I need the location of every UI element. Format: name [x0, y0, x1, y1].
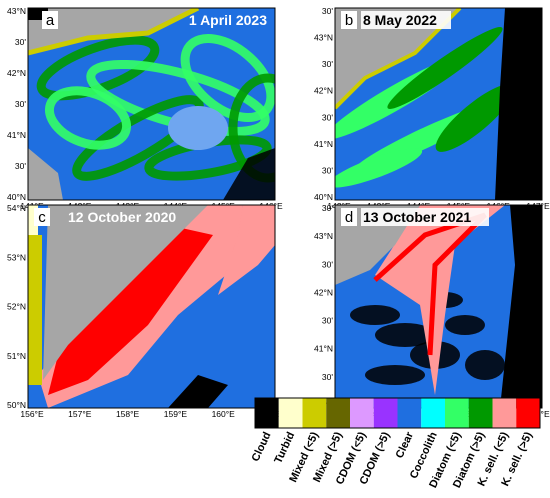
cloud	[375, 323, 435, 347]
cloud	[445, 315, 485, 335]
panel-letter-box	[42, 11, 58, 29]
map-frame	[27, 204, 276, 409]
map-frame	[334, 7, 543, 201]
legend-label: Clear	[394, 430, 417, 461]
panel-date: 13 October 2021	[363, 209, 471, 225]
cloud	[465, 350, 505, 380]
cloud	[28, 205, 38, 235]
clear-eddy	[168, 106, 228, 150]
panel-letter-box	[341, 11, 357, 29]
latitude-label: 30'	[322, 316, 333, 326]
coast	[28, 8, 200, 56]
panel-letter: b	[345, 12, 353, 29]
land	[335, 8, 460, 108]
longitude-label: 156°E	[20, 409, 44, 419]
latitude-label: 30'	[322, 259, 333, 269]
panel-letter-box	[341, 208, 357, 226]
panel-letter: a	[46, 12, 55, 29]
cloud	[350, 305, 400, 325]
bloom	[44, 86, 132, 150]
bloom	[335, 148, 423, 188]
latitude-label: 52°N	[7, 302, 26, 312]
cloud	[500, 205, 542, 408]
map-frame	[27, 7, 276, 201]
latitude-label: 43°N	[7, 6, 26, 16]
coast	[28, 235, 42, 385]
legend-swatch	[516, 398, 540, 428]
latitude-label: 51°N	[7, 351, 26, 361]
panel-letter-box	[34, 208, 50, 226]
latitude-label: 42°N	[7, 68, 26, 78]
bloom	[36, 35, 160, 101]
latitude-label: 30'	[322, 112, 333, 122]
latitude-label: 40°N	[314, 192, 333, 202]
latitude-label: 41°N	[314, 344, 333, 354]
latitude-label: 42°N	[314, 86, 333, 96]
legend-swatch	[373, 398, 398, 428]
date-box	[361, 208, 489, 226]
coast	[335, 8, 462, 110]
legend-swatch	[302, 398, 327, 428]
map-panel	[335, 8, 542, 200]
bloom	[218, 205, 275, 295]
panel-letter: d	[345, 209, 353, 226]
land	[43, 205, 208, 380]
latitude-label: 53°N	[7, 252, 26, 262]
legend-label: Turbid	[272, 430, 297, 465]
cloud	[223, 148, 275, 200]
latitude-label: 43°N	[314, 231, 333, 241]
latitude-label: 54°N	[7, 203, 26, 213]
latitude-label: 41°N	[314, 139, 333, 149]
latitude-label: 30'	[322, 372, 333, 382]
legend-label: Cloud	[250, 430, 274, 463]
latitude-label: 30'	[322, 203, 333, 213]
latitude-label: 30'	[15, 37, 26, 47]
cloud	[168, 375, 228, 408]
date-box	[361, 11, 451, 29]
map-panel	[28, 205, 275, 408]
longitude-label: 160°E	[212, 409, 236, 419]
bloom	[387, 27, 503, 109]
map-panel	[335, 205, 542, 408]
bloom	[48, 225, 213, 395]
legend-swatch	[350, 398, 374, 428]
land	[28, 148, 63, 200]
longitude-label: 159°E	[164, 409, 188, 419]
legend-frame	[254, 397, 541, 429]
latitude-label: 30'	[322, 59, 333, 69]
latitude-label: 30'	[15, 161, 26, 171]
legend-swatch	[468, 398, 493, 428]
latitude-label: 41°N	[7, 130, 26, 140]
latitude-label: 43°N	[314, 33, 333, 43]
latitude-label: 30'	[15, 99, 26, 109]
panel-date: 1 April 2023	[189, 12, 267, 28]
legend-swatch	[445, 398, 469, 428]
panel-date: 12 October 2020	[68, 209, 176, 225]
legend-swatch	[421, 398, 445, 428]
legend-swatch	[255, 398, 279, 428]
latitude-label: 50°N	[7, 400, 26, 410]
panel-date: 8 May 2022	[363, 12, 437, 28]
legend-swatch	[278, 398, 303, 428]
latitude-label: 30'	[322, 6, 333, 16]
legend-swatch	[492, 398, 517, 428]
map-panel	[28, 8, 275, 200]
panel-letter: c	[38, 209, 46, 226]
latitude-label: 42°N	[314, 287, 333, 297]
legend-swatch	[326, 398, 350, 428]
latitude-label: 40°N	[7, 192, 26, 202]
cloud	[495, 8, 542, 200]
latitude-label: 30'	[322, 165, 333, 175]
bloom	[435, 84, 515, 152]
longitude-label: 157°E	[68, 409, 92, 419]
cloud	[365, 365, 425, 385]
legend-swatch	[397, 398, 422, 428]
bloom	[180, 33, 275, 123]
longitude-label: 158°E	[116, 409, 140, 419]
